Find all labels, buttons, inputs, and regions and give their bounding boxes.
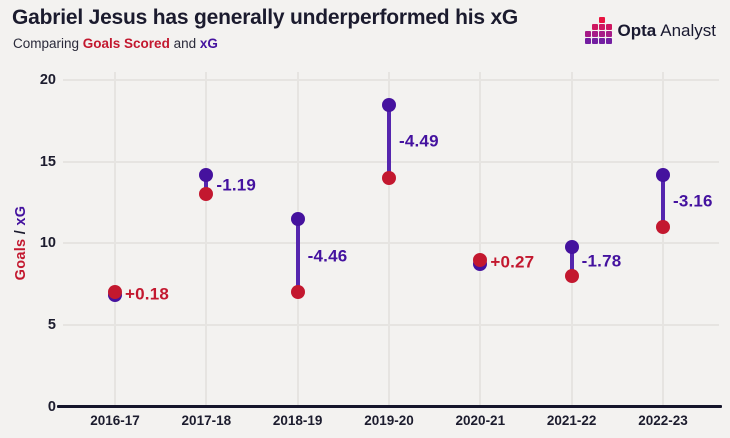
xg-dot — [199, 167, 214, 182]
connector-line — [204, 174, 209, 195]
diff-label: -4.46 — [307, 246, 348, 266]
xg-dot — [655, 168, 670, 183]
xg-dot — [564, 239, 579, 254]
diff-label: -1.19 — [216, 175, 257, 195]
y-axis-label-xg: xG — [13, 205, 29, 226]
diff-label: +0.27 — [490, 252, 535, 272]
opta-squares-icon — [584, 17, 612, 44]
x-tick-label: 2018-19 — [272, 413, 323, 428]
x-tick-label: 2021-22 — [546, 413, 597, 428]
xg-dot — [290, 212, 305, 227]
chart-subtitle: Comparing Goals Scored and xG — [13, 36, 218, 51]
connector-line — [660, 175, 665, 227]
goals-dot — [564, 268, 579, 283]
opta-analyst-logo: Opta Analyst — [584, 17, 716, 44]
subtitle-xg-label: xG — [199, 36, 218, 51]
y-gridline — [63, 242, 719, 245]
goals-dot — [108, 285, 122, 300]
y-gridline — [63, 160, 719, 163]
opta-logo-regular: Analyst — [660, 20, 716, 40]
goals-dot — [473, 252, 488, 267]
diff-label: -4.49 — [398, 131, 439, 151]
y-tick-label: 15 — [39, 153, 56, 170]
x-gridline — [387, 72, 390, 407]
x-gridline — [205, 72, 208, 407]
x-gridline — [570, 72, 573, 407]
x-tick-label: 2019-20 — [364, 413, 414, 428]
subtitle-conjunction: and — [169, 36, 200, 51]
x-tick-label: 2022-23 — [638, 413, 688, 428]
diff-label: -1.78 — [581, 251, 622, 271]
connector-line — [569, 246, 574, 276]
y-axis-label-separator: / — [13, 225, 29, 239]
opta-logo-text: Opta Analyst — [618, 21, 716, 41]
goals-dot — [655, 219, 670, 234]
x-tick-label: 2016-17 — [90, 413, 140, 428]
y-tick-label: 20 — [39, 71, 56, 88]
connector-line — [386, 104, 391, 178]
x-gridline — [479, 72, 482, 407]
x-tick-label: 2020-21 — [455, 413, 506, 428]
x-gridline — [114, 72, 116, 407]
y-gridline — [63, 323, 719, 326]
y-gridline — [63, 79, 719, 81]
opta-logo-bold: Opta — [617, 20, 657, 40]
y-tick-label: 5 — [47, 316, 56, 333]
goals-dot — [290, 285, 305, 300]
connector-line — [295, 219, 300, 293]
y-tick-label: 10 — [39, 235, 56, 251]
page-title: Gabriel Jesus has generally underperform… — [12, 6, 519, 29]
goals-dot — [381, 170, 396, 185]
subtitle-prefix: Comparing — [13, 36, 83, 51]
diff-label: -3.16 — [672, 191, 713, 211]
x-gridline — [661, 72, 664, 407]
goals-dot — [199, 187, 214, 202]
y-axis-label: Goals / xG — [13, 206, 29, 281]
x-tick-label: 2017-18 — [181, 413, 232, 428]
y-tick-label: 0 — [47, 398, 56, 415]
y-axis-label-goals: Goals — [13, 238, 29, 281]
xg-dot — [381, 97, 396, 112]
subtitle-goals-label: Goals Scored — [82, 36, 170, 51]
x-axis-line — [57, 405, 722, 408]
diff-label: +0.18 — [125, 284, 170, 304]
